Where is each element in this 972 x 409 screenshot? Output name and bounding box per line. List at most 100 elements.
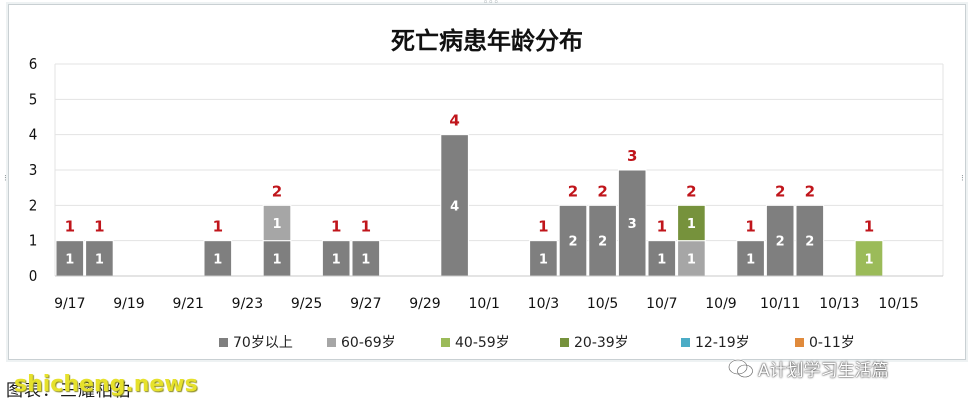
figure-caption: 图表：三耀柏伯 — [6, 381, 132, 401]
bar-segment-label: 1 — [272, 217, 281, 232]
x-tick-label: 10/15 — [878, 296, 918, 312]
x-tick-label: 9/17 — [54, 296, 85, 312]
bar-total-label: 2 — [272, 182, 282, 200]
bar-total-label: 1 — [331, 218, 341, 236]
bar-segment-label: 1 — [746, 252, 755, 267]
bar-segment — [262, 204, 292, 242]
bar-segment — [529, 240, 558, 277]
y-tick-label: 1 — [29, 232, 38, 250]
bar-segment-label: 1 — [539, 252, 548, 267]
bar-segment — [736, 240, 765, 277]
watermark: shicheng.news — [14, 372, 198, 397]
bar-segment — [558, 204, 588, 277]
bar-segment-label: 4 — [450, 199, 459, 214]
bar-total-label: 2 — [775, 182, 785, 200]
bar-segment-label: 2 — [805, 235, 814, 250]
bar-segment-label: 1 — [657, 252, 666, 267]
bar-total-label: 2 — [568, 182, 578, 200]
wechat-account-name: A计划学习生活篇 — [758, 361, 889, 381]
legend-label: 0-11岁 — [809, 335, 855, 351]
legend-label: 20-39岁 — [574, 335, 629, 351]
data-labels: 1 1 1 1 1 1 1 1 2 1 1 1 1 4 4 1 1 2 2 2 2 3 3 1 1 1 1 2 1 1 2 2 2 2 1 1 — [65, 112, 875, 268]
bar-segment-label: 3 — [628, 217, 637, 232]
bar-total-label: 1 — [657, 218, 667, 236]
bar-total-label: 1 — [538, 218, 548, 236]
x-axis: 9/17 9/19 9/21 9/23 9/25 9/27 9/29 10/1 10/3 10/5… — [54, 275, 943, 312]
bar-total-label: 1 — [94, 218, 104, 236]
bar-segment-label: 2 — [568, 235, 577, 250]
y-tick-label: 3 — [29, 161, 38, 179]
y-tick-label: 2 — [29, 196, 38, 214]
bar-segment — [677, 204, 706, 242]
bar-segment — [440, 134, 469, 277]
legend-label: 40-59岁 — [455, 335, 510, 351]
x-tick-label: 10/7 — [646, 296, 677, 312]
bar-segment — [765, 204, 795, 277]
x-tick-label: 10/13 — [819, 296, 859, 312]
legend-swatch — [219, 338, 228, 347]
bar-total-label: 1 — [864, 218, 874, 236]
bar-total-label: 1 — [361, 218, 371, 236]
bar-segment — [617, 169, 647, 277]
x-tick-label: 9/21 — [172, 296, 203, 312]
wechat-account-badge: A计划学习生活篇 — [728, 356, 889, 381]
bar-total-label: 4 — [449, 112, 459, 130]
legend-swatch — [560, 338, 569, 347]
bar-segment-label: 1 — [95, 252, 104, 267]
x-tick-label: 9/25 — [291, 296, 322, 312]
x-tick-label: 10/9 — [705, 296, 736, 312]
y-tick-label: 4 — [29, 126, 38, 144]
y-tick-label: 5 — [29, 90, 38, 108]
legend-label: 60-69岁 — [341, 335, 396, 351]
bar-segment-label: 2 — [598, 235, 607, 250]
x-tick-label: 9/27 — [350, 296, 381, 312]
resize-handle-top[interactable]: ◦◦◦ — [483, 0, 499, 8]
resize-handle-right[interactable]: ⁝ — [961, 174, 964, 184]
bar-segment-label: 2 — [776, 235, 785, 250]
bar-segment — [85, 240, 114, 277]
bar-total-label: 2 — [805, 182, 815, 200]
legend-swatch — [795, 338, 804, 347]
bar-segment-label: 1 — [65, 252, 74, 267]
gridlines — [54, 63, 944, 276]
y-axis: 0 1 2 3 4 5 6 — [29, 55, 38, 285]
y-tick-label: 6 — [29, 55, 38, 73]
x-tick-label: 9/29 — [409, 296, 440, 312]
chart-frame: ◦◦◦ ⁝ ⁝ 死亡病患年龄分布 0 1 2 3 4 5 6 1 1 1 1 1 1 1 1 2 1 1 1 1 4 4… — [4, 0, 966, 360]
bar-segment — [677, 240, 706, 277]
legend-swatch — [681, 338, 690, 347]
bar-total-label: 1 — [65, 218, 75, 236]
x-tick-label: 10/5 — [587, 296, 618, 312]
bar-total-label: 2 — [686, 182, 696, 200]
bar-segment-label: 1 — [332, 252, 341, 267]
wechat-icon — [728, 358, 754, 378]
bar-segment — [321, 240, 351, 277]
bar-segment-label: 1 — [864, 252, 873, 267]
legend-swatch — [327, 338, 336, 347]
bar-segment-label: 1 — [687, 217, 696, 232]
legend: 70岁以上 60-69岁 40-59岁 20-39岁 12-19岁 0-11岁 — [219, 335, 855, 351]
y-tick-label: 0 — [29, 267, 38, 285]
bar-total-label: 2 — [597, 182, 607, 200]
bar-total-label: 1 — [213, 218, 223, 236]
bars — [55, 134, 884, 277]
x-tick-label: 9/19 — [113, 296, 144, 312]
bar-segment-label: 1 — [687, 252, 696, 267]
legend-swatch — [441, 338, 450, 347]
x-tick-label: 10/3 — [528, 296, 559, 312]
bar-segment-label: 1 — [272, 252, 281, 267]
legend-label: 12-19岁 — [695, 335, 750, 351]
resize-handle-left[interactable]: ⁝ — [4, 174, 7, 184]
bar-segment-label: 1 — [213, 252, 222, 267]
bar-segment — [854, 240, 884, 277]
bar-total-label: 3 — [627, 147, 637, 165]
chart-title: 死亡病患年龄分布 — [391, 27, 583, 55]
x-tick-label: 10/1 — [468, 296, 499, 312]
bar-segment — [262, 240, 292, 277]
chart-svg: 死亡病患年龄分布 0 1 2 3 4 5 6 1 1 1 1 1 1 1 1 2 1 1 1 1 4 4 1 1 2 2 2 2 3 3… — [29, 27, 944, 351]
x-tick-label: 9/23 — [232, 296, 263, 312]
x-tick-label: 10/11 — [760, 296, 800, 312]
bar-total-label: 1 — [745, 218, 755, 236]
bar-segment-label: 1 — [361, 252, 370, 267]
bar-segment — [795, 204, 825, 277]
